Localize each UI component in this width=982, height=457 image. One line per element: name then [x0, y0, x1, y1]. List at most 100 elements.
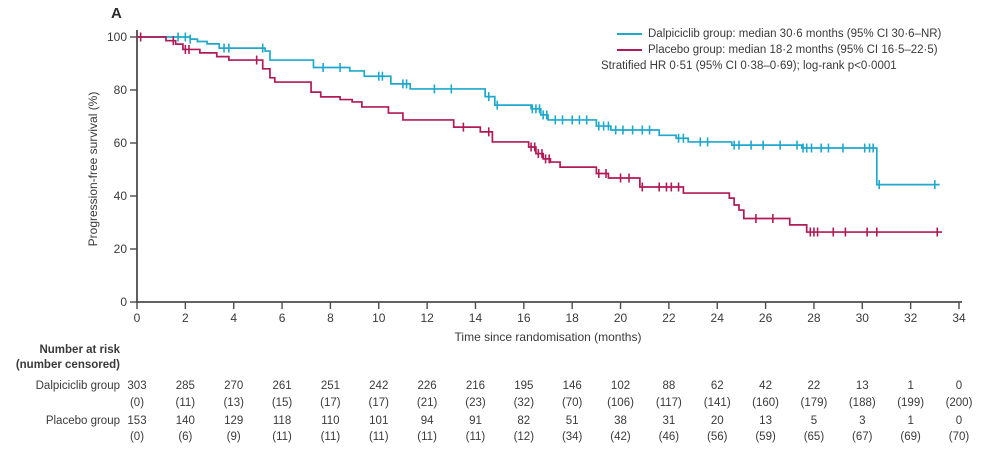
censored-value: (13): [223, 397, 244, 409]
svg-text:20: 20: [114, 242, 128, 256]
legend: Dalpiciclib group: median 30·6 months (9…: [601, 26, 941, 74]
at-risk-value: 216: [465, 380, 486, 392]
at-risk-value: 270: [224, 380, 244, 392]
at-risk-value: 62: [710, 380, 724, 392]
panel-label: A: [111, 5, 122, 22]
survival-curve-placebo: [137, 32, 943, 237]
censored-value: (46): [658, 431, 680, 443]
svg-text:12: 12: [420, 311, 434, 325]
censored-value: (67): [852, 431, 873, 443]
censored-value: (56): [707, 431, 728, 443]
censored-value: (199): [897, 397, 925, 409]
at-risk-value: 38: [614, 415, 627, 427]
svg-text:14: 14: [469, 311, 483, 325]
at-risk-value: 101: [369, 415, 389, 427]
censored-value: (11): [175, 397, 196, 409]
at-risk-value: 82: [517, 415, 531, 427]
at-risk-value: 303: [127, 380, 147, 392]
svg-text:30: 30: [856, 311, 870, 325]
x-axis-title: Time since randomisation (months): [455, 330, 642, 344]
at-risk-value: 118: [272, 415, 292, 427]
censored-value: (70): [561, 397, 583, 409]
censored-value: (11): [417, 431, 437, 443]
at-risk-value: 94: [420, 415, 434, 427]
legend-item-dalpiciclib: Dalpiciclib group: median 30·6 months (9…: [601, 26, 941, 42]
at-risk-value: 140: [175, 415, 195, 427]
censored-value: (12): [513, 431, 535, 443]
censored-value: (59): [755, 431, 776, 443]
censored-value: (179): [800, 397, 828, 409]
at-risk-value: 22: [807, 380, 821, 392]
svg-text:8: 8: [327, 311, 334, 325]
at-risk-value: 31: [662, 415, 676, 427]
censored-value: (69): [900, 431, 921, 443]
at-risk-value: 0: [955, 380, 963, 392]
censored-value: (160): [752, 397, 779, 409]
at-risk-value: 1: [907, 380, 914, 392]
svg-text:0: 0: [134, 311, 141, 325]
censored-value: (11): [272, 431, 292, 443]
svg-text:60: 60: [114, 136, 128, 150]
svg-text:4: 4: [230, 311, 237, 325]
svg-text:34: 34: [952, 311, 966, 325]
svg-text:18: 18: [565, 311, 579, 325]
at-risk-value: 13: [855, 380, 869, 392]
at-risk-value: 285: [175, 380, 195, 392]
censored-value: (6): [178, 431, 193, 443]
svg-text:80: 80: [114, 83, 128, 97]
at-risk-value: 226: [417, 380, 437, 392]
at-risk-value: 51: [565, 415, 579, 427]
censored-value: (17): [368, 397, 389, 409]
svg-text:2: 2: [182, 311, 189, 325]
censored-value: (70): [948, 431, 970, 443]
censored-value: (9): [226, 431, 241, 443]
y-axis-title: Progression-free survival (%): [86, 92, 100, 247]
censored-value: (200): [945, 397, 973, 409]
svg-text:22: 22: [662, 311, 676, 325]
at-risk-value: 0: [955, 415, 963, 427]
at-risk-value: 242: [369, 380, 389, 392]
svg-text:24: 24: [711, 311, 725, 325]
at-risk-value: 110: [321, 415, 340, 427]
risk-row-label-dalpiciclib: Dalpiciclib group: [35, 380, 120, 392]
svg-text:40: 40: [114, 189, 128, 203]
at-risk-value: 88: [662, 380, 676, 392]
at-risk-value: 129: [224, 415, 244, 427]
censored-value: (34): [561, 431, 583, 443]
censored-value: (188): [848, 397, 876, 409]
svg-text:32: 32: [904, 311, 918, 325]
censored-value: (141): [703, 397, 731, 409]
censored-value: (117): [655, 397, 682, 409]
censored-value: (0): [129, 397, 145, 409]
censored-value: (32): [513, 397, 535, 409]
at-risk-value: 251: [320, 380, 340, 392]
risk-row-label-placebo: Placebo group: [45, 415, 120, 427]
at-risk-value: 1: [907, 415, 914, 427]
svg-text:26: 26: [759, 311, 773, 325]
censored-value: (42): [610, 431, 631, 443]
axes: [136, 30, 962, 303]
censored-value: (17): [320, 397, 341, 409]
legend-label-dalpiciclib: Dalpiciclib group: median 30·6 months (9…: [648, 28, 942, 40]
dalpiciclib-line-swatch: [617, 33, 642, 35]
svg-text:6: 6: [279, 311, 286, 325]
svg-text:28: 28: [807, 311, 821, 325]
at-risk-value: 20: [710, 415, 724, 427]
at-risk-value: 153: [127, 415, 147, 427]
censored-value: (23): [465, 397, 486, 409]
censored-value: (65): [803, 431, 825, 443]
legend-label-placebo: Placebo group: median 18·2 months (95% C…: [648, 44, 938, 56]
censored-value: (11): [465, 431, 486, 443]
censored-value: (0): [129, 431, 145, 443]
svg-text:10: 10: [372, 311, 386, 325]
svg-text:20: 20: [614, 311, 628, 325]
at-risk-value: 261: [272, 380, 292, 392]
svg-text:100: 100: [107, 30, 127, 44]
legend-hr-note: Stratified HR 0·51 (95% CI 0·38–0·69); l…: [601, 60, 897, 72]
at-risk-value: 13: [759, 415, 772, 427]
at-risk-value: 102: [610, 380, 631, 392]
risk-table-header-line2: (number censored): [15, 359, 120, 371]
